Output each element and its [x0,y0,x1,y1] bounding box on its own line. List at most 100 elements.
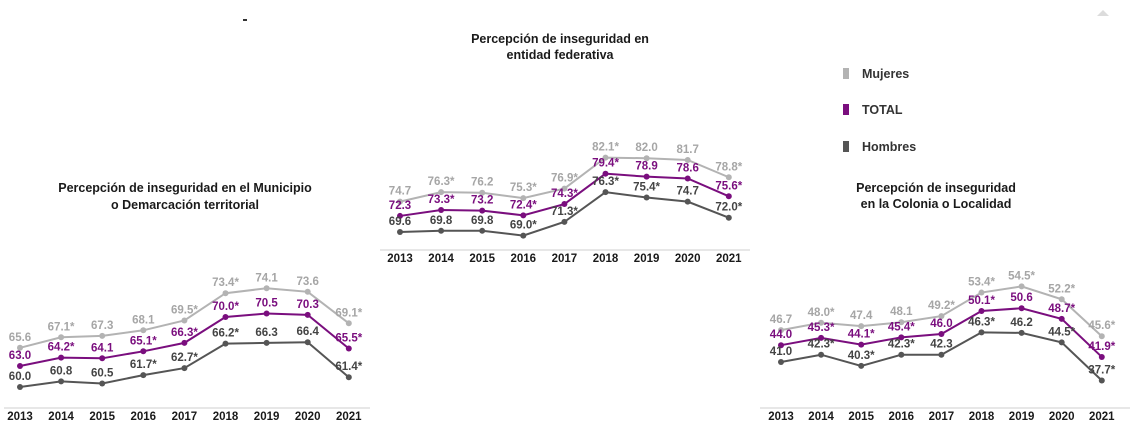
chart-entidad-total-data-label: 78.6 [677,162,699,174]
chart-colonia-mujeres-data-label: 54.5* [1008,270,1035,282]
chart-colonia-total-data-label: 41.9* [1088,341,1115,353]
chart-entidad-mujeres-data-label: 82.1* [592,142,619,154]
chart-entidad-total-point [438,206,445,213]
chart-colonia-mujeres-point [1018,283,1025,290]
chart-entidad-x-tick-label: 2019 [634,253,660,265]
chart-entidad-mujeres-data-label: 82.0 [635,142,657,154]
chart-municipio-total-point [181,339,188,346]
chart-municipio-hombres-data-label: 61.4* [335,361,362,373]
chart-colonia-hombres-data-label: 46.3* [968,316,995,328]
chart-municipio-hombres-point [304,339,311,346]
chart-municipio-mujeres-point [304,288,311,295]
chart-colonia-mujeres-data-label: 52.2* [1048,283,1075,295]
chart-entidad-total-data-label: 72.3 [389,200,411,212]
chart-colonia-mujeres-point [1058,296,1065,303]
chart-colonia-hombres-point [1018,329,1025,336]
chart-entidad-x-tick-label: 2020 [675,253,701,265]
chart-municipio-hombres-point [140,372,147,379]
chart-colonia-x-tick-label: 2021 [1089,411,1115,423]
chart-entidad-mujeres-point [725,174,732,181]
chart-colonia-x-tick-label: 2015 [848,411,874,423]
chart-colonia-hombres-data-label: 41.0 [770,346,792,358]
chart-municipio: Percepción de inseguridad en el Municipi… [4,181,370,423]
chart-entidad-total-point [725,193,732,200]
chart-entidad-mujeres-point [520,195,527,202]
chart-municipio-hombres-data-label: 61.7* [130,359,157,371]
chart-colonia-mujeres-point [818,319,825,326]
chart-colonia-total-data-label: 46.0 [930,318,952,330]
chart-colonia-mujeres-data-label: 46.7 [770,314,792,326]
chart-municipio-hombres-point [58,378,65,385]
chart-colonia-mujeres-point [938,313,945,320]
chart-colonia-mujeres-data-label: 48.0* [808,307,835,319]
chart-municipio-hombres-data-label: 66.2* [212,328,239,340]
chart-municipio-total-point [17,363,23,369]
chart-municipio-mujeres-point [140,327,147,334]
chart-colonia-hombres-data-label: 42.3 [930,339,952,351]
chart-colonia-hombres-data-label: 42.3* [888,339,915,351]
chart-colonia-x-tick-label: 2017 [929,411,955,423]
chart-municipio-hombres-data-label: 60.5 [91,368,114,380]
chart-colonia-mujeres-point [858,323,865,330]
chart-entidad-hombres-point [397,229,403,235]
chart-colonia-total-data-label: 44.0 [770,329,792,341]
chart-municipio-x-tick-label: 2016 [131,411,157,423]
chart-municipio-mujeres-point [345,320,352,327]
chart-entidad-mujeres-point [643,155,650,162]
chart-colonia-mujeres-point [898,319,905,326]
legend-swatch-mujeres [843,68,849,79]
chart-municipio-total-data-label: 63.0 [9,350,31,362]
chart-colonia-total-point [1018,305,1025,312]
chart-entidad-title-line1: Percepción de inseguridad en [471,32,649,46]
chart-municipio-hombres-point [99,380,106,387]
chart-municipio-total-data-label: 65.1* [130,335,157,347]
chart-municipio-total-data-label: 64.1 [91,342,114,354]
chart-colonia-hombres-data-label: 46.2 [1010,317,1032,329]
chart-municipio-mujeres-data-label: 69.5* [171,305,198,317]
chart-colonia-hombres-point [898,351,905,358]
chart-entidad-mujeres-data-label: 76.9* [551,173,578,185]
chart-colonia-total-data-label: 48.7* [1048,303,1075,315]
chart-entidad-total-data-label: 75.6* [715,180,742,192]
chart-colonia-x-tick-label: 2014 [808,411,834,423]
chart-colonia-mujeres-data-label: 49.2* [928,300,955,312]
chart-colonia-hombres-point [858,362,865,369]
chart-municipio-x-tick-label: 2021 [336,411,362,423]
chart-colonia-x-tick-label: 2013 [768,411,794,423]
chart-municipio-mujeres-point [222,290,229,297]
chart-municipio-mujeres-data-label: 69.1* [335,307,362,319]
chart-municipio-hombres-point [222,340,229,347]
chart-municipio-mujeres-point [58,334,65,341]
chart-entidad-total-data-label: 72.4* [510,199,537,211]
chart-colonia-hombres-data-label: 40.3* [848,350,875,362]
chart-entidad-total-data-label: 73.3* [428,194,455,206]
scroll-up-icon[interactable] [1097,10,1109,16]
legend-swatch-total [843,104,849,115]
chart-municipio-title-line2: o Demarcación territorial [111,198,259,212]
chart-municipio-x-tick-label: 2019 [254,411,280,423]
chart-municipio-title-line1: Percepción de inseguridad en el Municipi… [58,181,312,195]
chart-municipio-total-data-label: 70.3 [297,299,319,311]
chart-entidad-hombres-data-label: 76.3* [592,176,619,188]
chart-municipio-total-point [345,345,352,352]
chart-municipio-total-point [222,314,229,320]
chart-municipio-x-tick-label: 2018 [213,411,239,423]
chart-colonia-hombres-point [1098,377,1105,384]
chart-entidad-x-tick-label: 2015 [469,253,495,265]
chart-entidad-mujeres-data-label: 75.3* [510,182,537,194]
chart-colonia-hombres-point [818,351,825,358]
chart-entidad-hombres-data-label: 69.6 [389,216,411,228]
chart-colonia-mujeres-point [978,289,985,296]
chart-entidad-mujeres-point [602,154,609,161]
chart-entidad-hombres-point [602,189,609,196]
legend-label-total: TOTAL [862,103,903,117]
chart-municipio-mujeres-point [181,317,188,324]
chart-entidad-x-tick-label: 2016 [511,253,537,265]
chart-entidad-mujeres-data-label: 74.7 [389,186,411,198]
chart-entidad-total-point [602,170,609,177]
chart-municipio-hombres-data-label: 62.7* [171,352,198,364]
chart-colonia-x-tick-label: 2020 [1049,411,1075,423]
chart-municipio-x-tick-label: 2015 [89,411,115,423]
chart-municipio-x-tick-label: 2013 [7,411,33,423]
chart-colonia-hombres-point [938,351,945,358]
